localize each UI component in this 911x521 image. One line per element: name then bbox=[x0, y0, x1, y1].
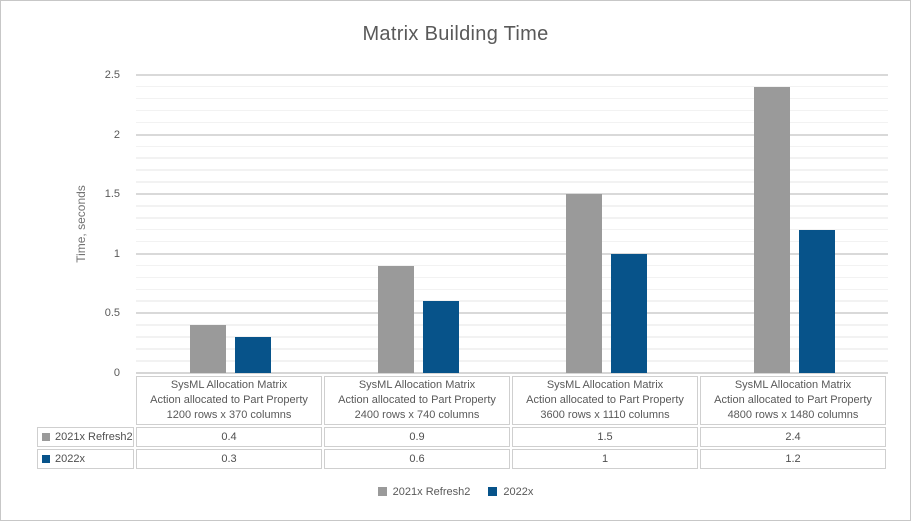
gridline-minor bbox=[136, 264, 888, 267]
table-value-cell: 1.5 bbox=[512, 427, 698, 447]
table-value-cell: 0.6 bbox=[324, 449, 510, 469]
bar-2022x-group4 bbox=[799, 229, 835, 373]
gridline-minor bbox=[136, 85, 888, 88]
series-name-label: 2022x bbox=[55, 453, 85, 465]
category-header-cell: SysML Allocation Matrix Action allocated … bbox=[324, 376, 510, 425]
category-label-line: Action allocated to Part Property bbox=[526, 394, 684, 406]
table-value-cell: 1.2 bbox=[700, 449, 886, 469]
category-label-line: SysML Allocation Matrix bbox=[170, 379, 288, 391]
table-value-cell: 0.3 bbox=[136, 449, 322, 469]
gridline-minor bbox=[136, 181, 888, 183]
table-series-row: 2021x Refresh2 0.4 0.9 1.5 2.4 bbox=[37, 427, 886, 447]
table-corner-cell bbox=[37, 376, 134, 425]
gridline-minor bbox=[136, 288, 888, 291]
legend-label: 2022x bbox=[503, 486, 534, 498]
gridline-minor bbox=[136, 228, 888, 231]
legend-item: 2021x Refresh2 bbox=[377, 486, 471, 498]
legend-label: 2021x Refresh2 bbox=[392, 486, 471, 498]
table-value-cell: 1 bbox=[512, 449, 698, 469]
table-value-cell: 2.4 bbox=[700, 427, 886, 447]
y-axis-tick-label: 0 bbox=[113, 367, 120, 379]
gridline-minor bbox=[136, 157, 888, 159]
gridline-major bbox=[136, 312, 888, 315]
x-axis-line bbox=[136, 372, 888, 374]
plot-area bbox=[136, 74, 888, 374]
table-header-row: SysML Allocation Matrix Action allocated … bbox=[37, 376, 886, 425]
gridline-major bbox=[136, 133, 888, 136]
y-axis-tick-label: 2.5 bbox=[104, 69, 120, 81]
y-axis-tick-label: 2 bbox=[113, 128, 120, 141]
gridline-minor bbox=[136, 121, 888, 124]
category-label-line: SysML Allocation Matrix bbox=[734, 379, 852, 391]
gridline-minor bbox=[136, 97, 888, 100]
y-axis: 0 0.5 1 1.5 2 2.5 bbox=[88, 69, 128, 379]
bar-2021x-refresh2-group2 bbox=[378, 265, 414, 373]
legend-item: 2022x bbox=[488, 486, 533, 498]
legend-swatch-icon bbox=[488, 487, 498, 496]
gridline-minor bbox=[136, 169, 888, 171]
gridline-minor bbox=[136, 205, 888, 207]
category-label-line: 2400 rows x 740 columns bbox=[354, 409, 480, 421]
bar-2021x-refresh2-group4 bbox=[754, 86, 790, 373]
gridline-major bbox=[136, 193, 888, 196]
category-label-line: SysML Allocation Matrix bbox=[358, 379, 476, 391]
gridline-minor bbox=[136, 324, 888, 326]
gridline-minor bbox=[136, 109, 888, 112]
bar-2021x-refresh2-group1 bbox=[190, 325, 226, 373]
bar-2021x-refresh2-group3 bbox=[566, 194, 602, 373]
series-label-cell: 2021x Refresh2 bbox=[37, 427, 134, 447]
category-header-cell: SysML Allocation Matrix Action allocated … bbox=[512, 376, 698, 425]
category-label-line: SysML Allocation Matrix bbox=[546, 379, 664, 391]
bar-2022x-group2 bbox=[423, 301, 459, 373]
data-table-body: SysML Allocation Matrix Action allocated … bbox=[37, 376, 886, 469]
table-value-cell: 0.9 bbox=[324, 427, 510, 447]
table-series-row: 2022x 0.3 0.6 1 1.2 bbox=[37, 449, 886, 469]
gridline-minor bbox=[136, 336, 888, 338]
category-label-line: 4800 rows x 1480 columns bbox=[727, 409, 859, 421]
category-header-cell: SysML Allocation Matrix Action allocated … bbox=[700, 376, 886, 425]
category-label-line: 1200 rows x 370 columns bbox=[166, 409, 292, 421]
y-axis-tick-label: 1.5 bbox=[104, 188, 120, 201]
gridline-minor bbox=[136, 217, 888, 219]
category-label-line: Action allocated to Part Property bbox=[150, 394, 308, 406]
gridline-major bbox=[136, 252, 888, 255]
gridline-minor bbox=[136, 348, 888, 350]
series-label-cell: 2022x bbox=[37, 449, 134, 469]
y-axis-tick-label: 1 bbox=[113, 247, 120, 260]
legend: 2021x Refresh2 2022x bbox=[1, 486, 910, 498]
category-label-line: Action allocated to Part Property bbox=[338, 394, 496, 406]
gridline-major bbox=[136, 74, 888, 76]
bar-2022x-group1 bbox=[235, 337, 271, 373]
gridline-minor bbox=[136, 300, 888, 302]
chart-title: Matrix Building Time bbox=[362, 23, 549, 45]
series-name-label: 2021x Refresh2 bbox=[55, 431, 133, 443]
series-swatch-icon bbox=[42, 455, 50, 463]
gridline-minor bbox=[136, 360, 888, 362]
category-label-line: 3600 rows x 1110 columns bbox=[540, 409, 670, 421]
series-swatch-icon bbox=[42, 433, 50, 441]
legend-swatch-icon bbox=[377, 487, 387, 496]
data-table: SysML Allocation Matrix Action allocated … bbox=[35, 374, 888, 471]
category-label-line: Action allocated to Part Property bbox=[714, 394, 872, 406]
gridline-minor bbox=[136, 240, 888, 243]
gridline-minor bbox=[136, 276, 888, 279]
table-value-cell: 0.4 bbox=[136, 427, 322, 447]
category-header-cell: SysML Allocation Matrix Action allocated … bbox=[136, 376, 322, 425]
bar-2022x-group3 bbox=[611, 253, 647, 373]
y-axis-tick-label: 0.5 bbox=[104, 307, 120, 320]
gridline-minor bbox=[136, 145, 888, 148]
